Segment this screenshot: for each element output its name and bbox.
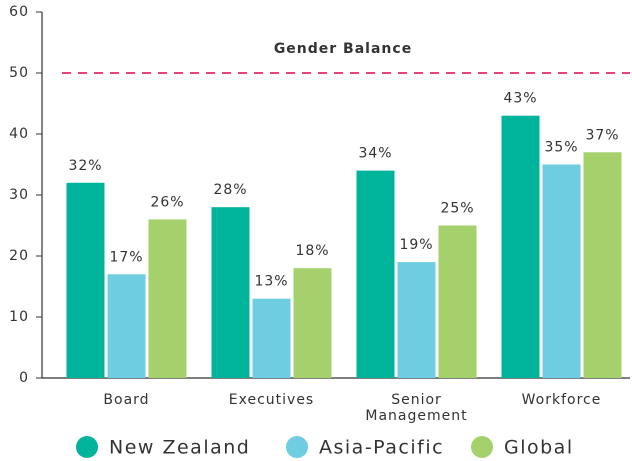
data-label: 13% <box>254 274 288 290</box>
data-label: 35% <box>544 140 578 156</box>
y-tick-label: 60 <box>9 4 29 20</box>
bar <box>438 225 477 378</box>
bar <box>583 152 622 378</box>
x-tick-label: Workforce <box>521 392 602 408</box>
y-tick-label: 30 <box>9 187 29 203</box>
bar <box>252 298 291 378</box>
data-label: 28% <box>213 182 247 198</box>
bar <box>148 219 187 378</box>
legend-label: Global <box>504 437 574 459</box>
bar <box>211 207 250 378</box>
bar <box>356 170 395 378</box>
data-label: 18% <box>295 243 329 259</box>
bar <box>542 164 581 378</box>
x-tick-label: Executives <box>228 392 315 408</box>
data-label: 43% <box>503 91 537 107</box>
y-tick-label: 10 <box>9 309 29 325</box>
data-label: 19% <box>399 237 433 253</box>
data-label: 34% <box>358 146 392 162</box>
bar <box>501 115 540 378</box>
reference-label: Gender Balance <box>274 41 412 57</box>
y-tick-label: 40 <box>9 126 29 142</box>
bar <box>397 262 436 378</box>
data-label: 37% <box>585 127 619 143</box>
bar <box>66 182 105 378</box>
data-label: 32% <box>68 158 102 174</box>
legend-swatch <box>471 436 493 458</box>
legend-swatch <box>286 436 308 458</box>
data-label: 17% <box>109 249 143 265</box>
x-tick-label: Senior Management <box>365 392 468 424</box>
y-tick-label: 50 <box>9 65 29 81</box>
bar <box>293 268 332 378</box>
legend-label: Asia-Pacific <box>319 437 444 459</box>
x-tick-label: Board <box>103 392 150 408</box>
data-label: 26% <box>150 194 184 210</box>
legend-label: New Zealand <box>109 437 250 459</box>
legend-swatch <box>76 436 98 458</box>
y-tick-label: 20 <box>9 248 29 264</box>
data-label: 25% <box>440 201 474 217</box>
y-tick-label: 0 <box>19 370 29 386</box>
bar <box>107 274 146 378</box>
